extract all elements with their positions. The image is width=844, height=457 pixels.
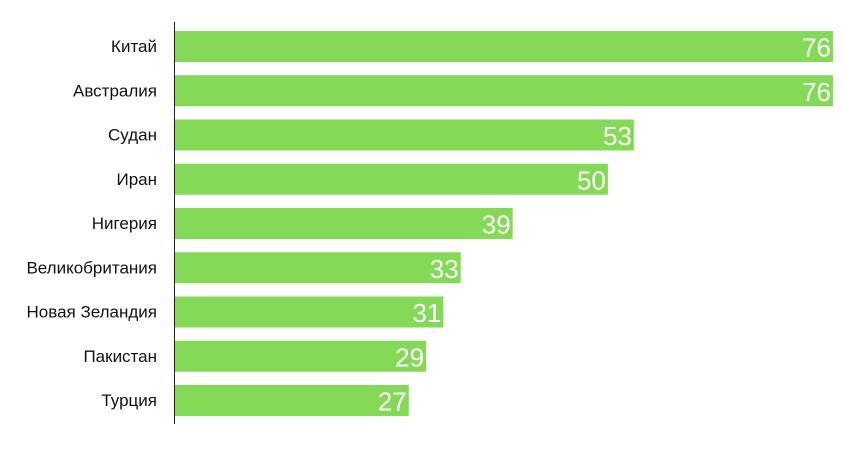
bar [175,340,427,372]
value-label: 29 [395,342,424,372]
category-label: Австралия [73,81,157,100]
bar [175,296,444,328]
category-labels-layer: Китай Австралия Судан Иран Нигерия Великобрит… [26,37,157,410]
category-label: Турция [101,391,157,410]
category-label: Великобритания [26,258,157,277]
value-label: 76 [802,33,831,63]
value-label: 39 [482,210,511,240]
category-label: Новая Зеландия [27,303,158,322]
bar [175,163,608,195]
category-label: Судан [108,126,157,145]
category-label: Нигерия [92,214,157,233]
value-label: 33 [430,254,459,284]
value-labels-layer: 76 76 53 50 39 33 31 29 27 [378,33,831,417]
value-label: 50 [577,165,606,195]
bar [175,252,461,284]
category-label: Иран [116,170,157,189]
bar [175,208,513,239]
value-label: 53 [603,121,632,151]
category-label: Пакистан [83,347,157,366]
bar [175,119,634,151]
value-label: 31 [412,298,441,328]
bar [175,75,833,107]
value-label: 76 [802,77,831,107]
value-label: 27 [378,387,407,417]
bars-layer [175,31,833,416]
bar [175,31,833,62]
bar [175,385,409,416]
category-label: Китай [111,37,157,56]
